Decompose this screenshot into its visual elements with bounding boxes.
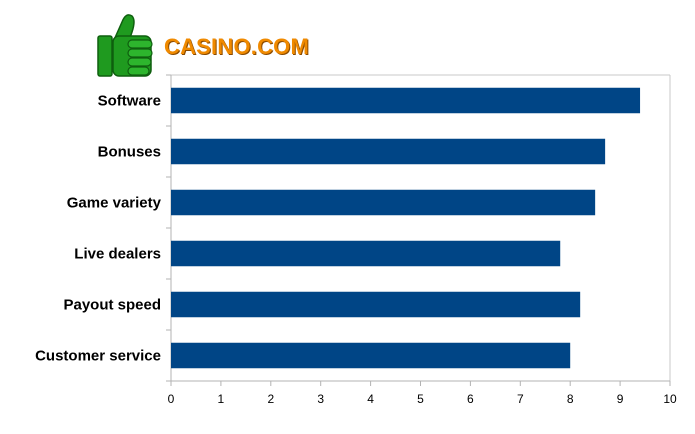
bar xyxy=(171,342,571,369)
bar xyxy=(171,87,641,114)
x-tick-label: 1 xyxy=(218,392,225,406)
category-label: Software xyxy=(98,93,161,110)
bar xyxy=(171,240,561,267)
x-tick-label: 8 xyxy=(567,392,574,406)
category-labels: Software Bonuses Game variety Live dealers P… xyxy=(35,93,162,365)
x-tick-label: 5 xyxy=(417,392,424,406)
category-label: Game variety xyxy=(67,195,162,212)
bar xyxy=(171,189,596,216)
bar xyxy=(171,291,581,318)
chart-bars xyxy=(171,87,641,369)
x-tick-label: 2 xyxy=(267,392,274,406)
brand-name: CASINO.COM xyxy=(164,34,309,59)
category-label: Bonuses xyxy=(98,144,161,161)
bar xyxy=(171,138,606,165)
chart-axes xyxy=(166,74,671,386)
x-tick-labels: 0 1 2 3 4 5 6 7 8 9 10 xyxy=(168,392,677,406)
x-tick-label: 3 xyxy=(317,392,324,406)
x-tick-label: 6 xyxy=(467,392,474,406)
x-tick-label: 0 xyxy=(168,392,175,406)
category-label: Customer service xyxy=(35,348,161,365)
x-tick-label: 7 xyxy=(517,392,524,406)
thumbs-up-icon xyxy=(97,14,153,77)
x-tick-label: 4 xyxy=(367,392,374,406)
category-label: Payout speed xyxy=(63,297,161,314)
category-label: Live dealers xyxy=(74,246,161,263)
x-tick-label: 10 xyxy=(663,392,677,406)
x-tick-label: 9 xyxy=(617,392,624,406)
